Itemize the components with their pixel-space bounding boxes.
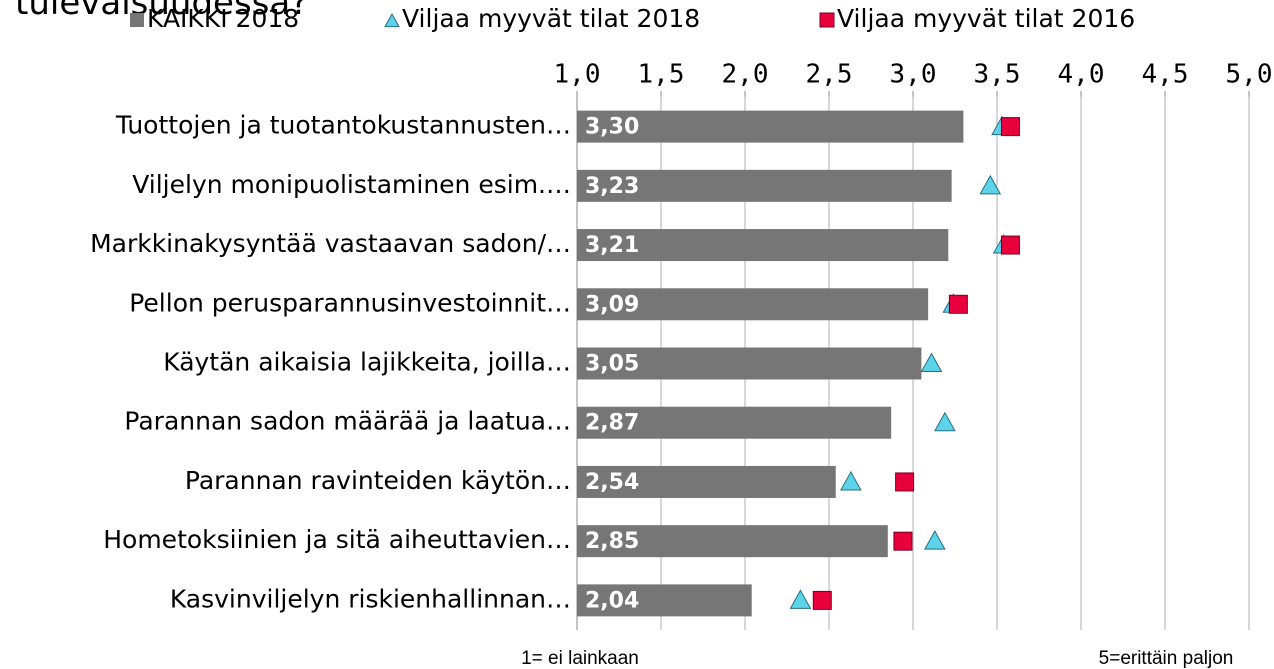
legend-label: Viljaa myyvät tilat 2018 — [402, 4, 700, 33]
bar — [577, 288, 929, 321]
data-label: 2,54 — [585, 470, 639, 495]
category-label: Pellon perusparannusinvestoinnit… — [129, 288, 571, 317]
bar — [577, 406, 892, 439]
x-tick-label: 4,0 — [1058, 60, 1105, 90]
x-tick-label: 2,0 — [722, 60, 769, 90]
category-label: Parannan sadon määrää ja laatua… — [124, 407, 571, 436]
category-label: Käytän aikaisia lajikkeita, joilla… — [163, 348, 571, 377]
triangle-marker — [920, 352, 943, 372]
bar — [577, 525, 888, 558]
bar — [577, 347, 922, 380]
x-tick-label: 3,5 — [974, 60, 1021, 90]
square-marker — [812, 590, 832, 610]
triangle-marker — [839, 470, 862, 491]
axis-note: 5=erittäin paljon — [1099, 648, 1234, 669]
legend-swatch — [130, 13, 144, 27]
data-label: 3,30 — [585, 115, 639, 140]
axis-note: 1= ei lainkaan — [521, 648, 639, 669]
legend-swatch — [384, 12, 400, 28]
bar — [577, 465, 836, 498]
bar — [577, 229, 949, 262]
square-marker — [948, 294, 968, 314]
legend-label: Viljaa myyvät tilat 2016 — [837, 4, 1135, 33]
bar — [577, 169, 952, 202]
data-label: 2,04 — [585, 588, 639, 613]
square-marker — [893, 531, 913, 551]
x-tick-label: 2,5 — [806, 60, 853, 90]
data-label: 3,05 — [585, 352, 639, 377]
chart-title: tulevaisuudessa? — [15, 0, 308, 23]
x-tick-label: 1,0 — [554, 60, 601, 90]
category-label: Markkinakysyntää vastaavan sadon/… — [90, 229, 571, 258]
bar — [577, 584, 752, 617]
data-label: 3,23 — [585, 174, 639, 199]
legend-swatch — [819, 12, 835, 28]
square-marker — [1000, 235, 1020, 255]
data-label: 3,21 — [585, 233, 639, 258]
x-tick-label: 4,5 — [1142, 60, 1189, 90]
data-label: 2,87 — [585, 411, 639, 436]
data-label: 3,09 — [585, 292, 639, 317]
category-label: Kasvinviljelyn riskienhallinnan… — [170, 584, 571, 613]
x-tick-label: 3,0 — [890, 60, 937, 90]
category-label: Parannan ravinteiden käytön… — [185, 466, 571, 495]
category-label: Hometoksiinien ja sitä aiheuttavien… — [103, 525, 571, 554]
category-label: Viljelyn monipuolistaminen esim.… — [132, 170, 571, 199]
data-label: 2,85 — [585, 529, 639, 554]
square-marker — [895, 472, 915, 492]
legend-label: KAIKKI 2018 — [147, 4, 299, 33]
square-marker — [1000, 117, 1020, 137]
category-label: Tuottojen ja tuotantokustannusten… — [115, 111, 571, 140]
triangle-marker — [979, 174, 1002, 195]
x-tick-label: 1,5 — [638, 60, 685, 90]
x-tick-label: 5,0 — [1226, 60, 1273, 90]
triangle-marker — [789, 589, 812, 609]
triangle-marker — [923, 530, 946, 550]
bar — [577, 110, 964, 143]
triangle-marker — [934, 411, 956, 432]
